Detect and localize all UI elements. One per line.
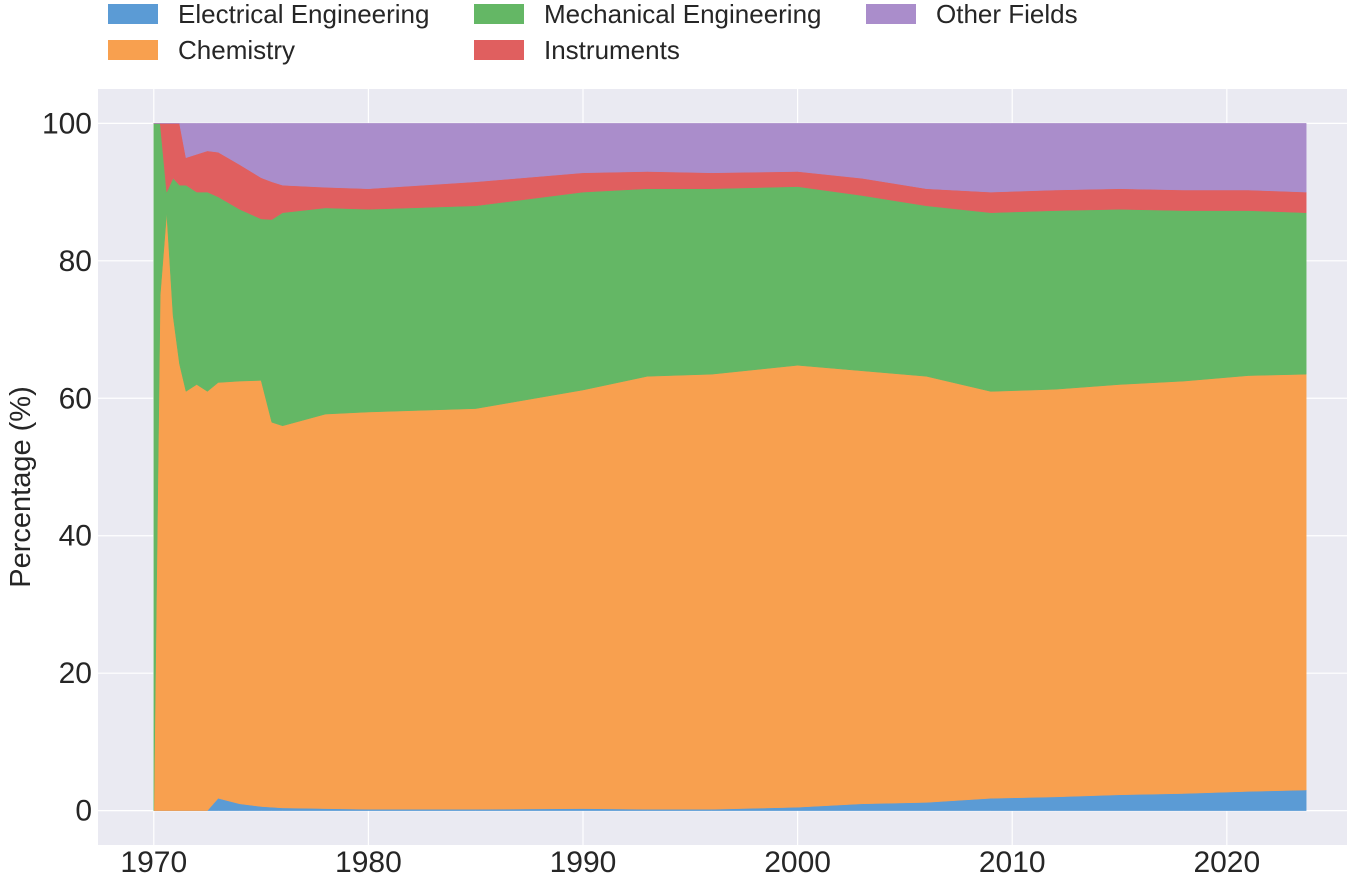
y-tick-label: 0	[75, 795, 92, 828]
legend-item-instruments: Instruments	[474, 32, 680, 68]
legend-label: Other Fields	[936, 0, 1078, 29]
x-tick-label: 1970	[120, 846, 187, 877]
x-tick-label: 2010	[979, 846, 1046, 877]
y-axis-label: Percentage (%)	[5, 386, 37, 588]
x-tick-label: 1990	[550, 846, 617, 877]
legend-swatch	[108, 4, 158, 24]
legend-label: Instruments	[544, 34, 680, 65]
y-tick-label: 60	[59, 382, 92, 415]
legend-item-chemistry: Chemistry	[108, 32, 295, 68]
y-tick-label: 100	[42, 107, 92, 140]
area-other-fields	[153, 123, 1307, 193]
legend-item-mechanical-engineering: Mechanical Engineering	[474, 0, 822, 32]
legend-swatch	[474, 40, 524, 60]
legend-swatch	[108, 40, 158, 60]
y-tick-label: 80	[59, 245, 92, 278]
legend: Electrical Engineering Chemistry Mechanica…	[108, 0, 1208, 70]
legend-label: Chemistry	[178, 34, 296, 65]
y-tick-label: 40	[59, 520, 92, 553]
x-tick-label: 2020	[1193, 846, 1260, 877]
y-tick-label: 20	[59, 657, 92, 690]
x-tick-label: 2000	[764, 846, 831, 877]
legend-swatch	[866, 4, 916, 24]
legend-item-electrical-engineering: Electrical Engineering	[108, 0, 429, 32]
legend-label: Electrical Engineering	[178, 0, 430, 29]
legend-label: Mechanical Engineering	[544, 0, 822, 29]
legend-swatch	[474, 4, 524, 24]
x-tick-label: 1980	[335, 846, 402, 877]
legend-item-other-fields: Other Fields	[866, 0, 1078, 32]
